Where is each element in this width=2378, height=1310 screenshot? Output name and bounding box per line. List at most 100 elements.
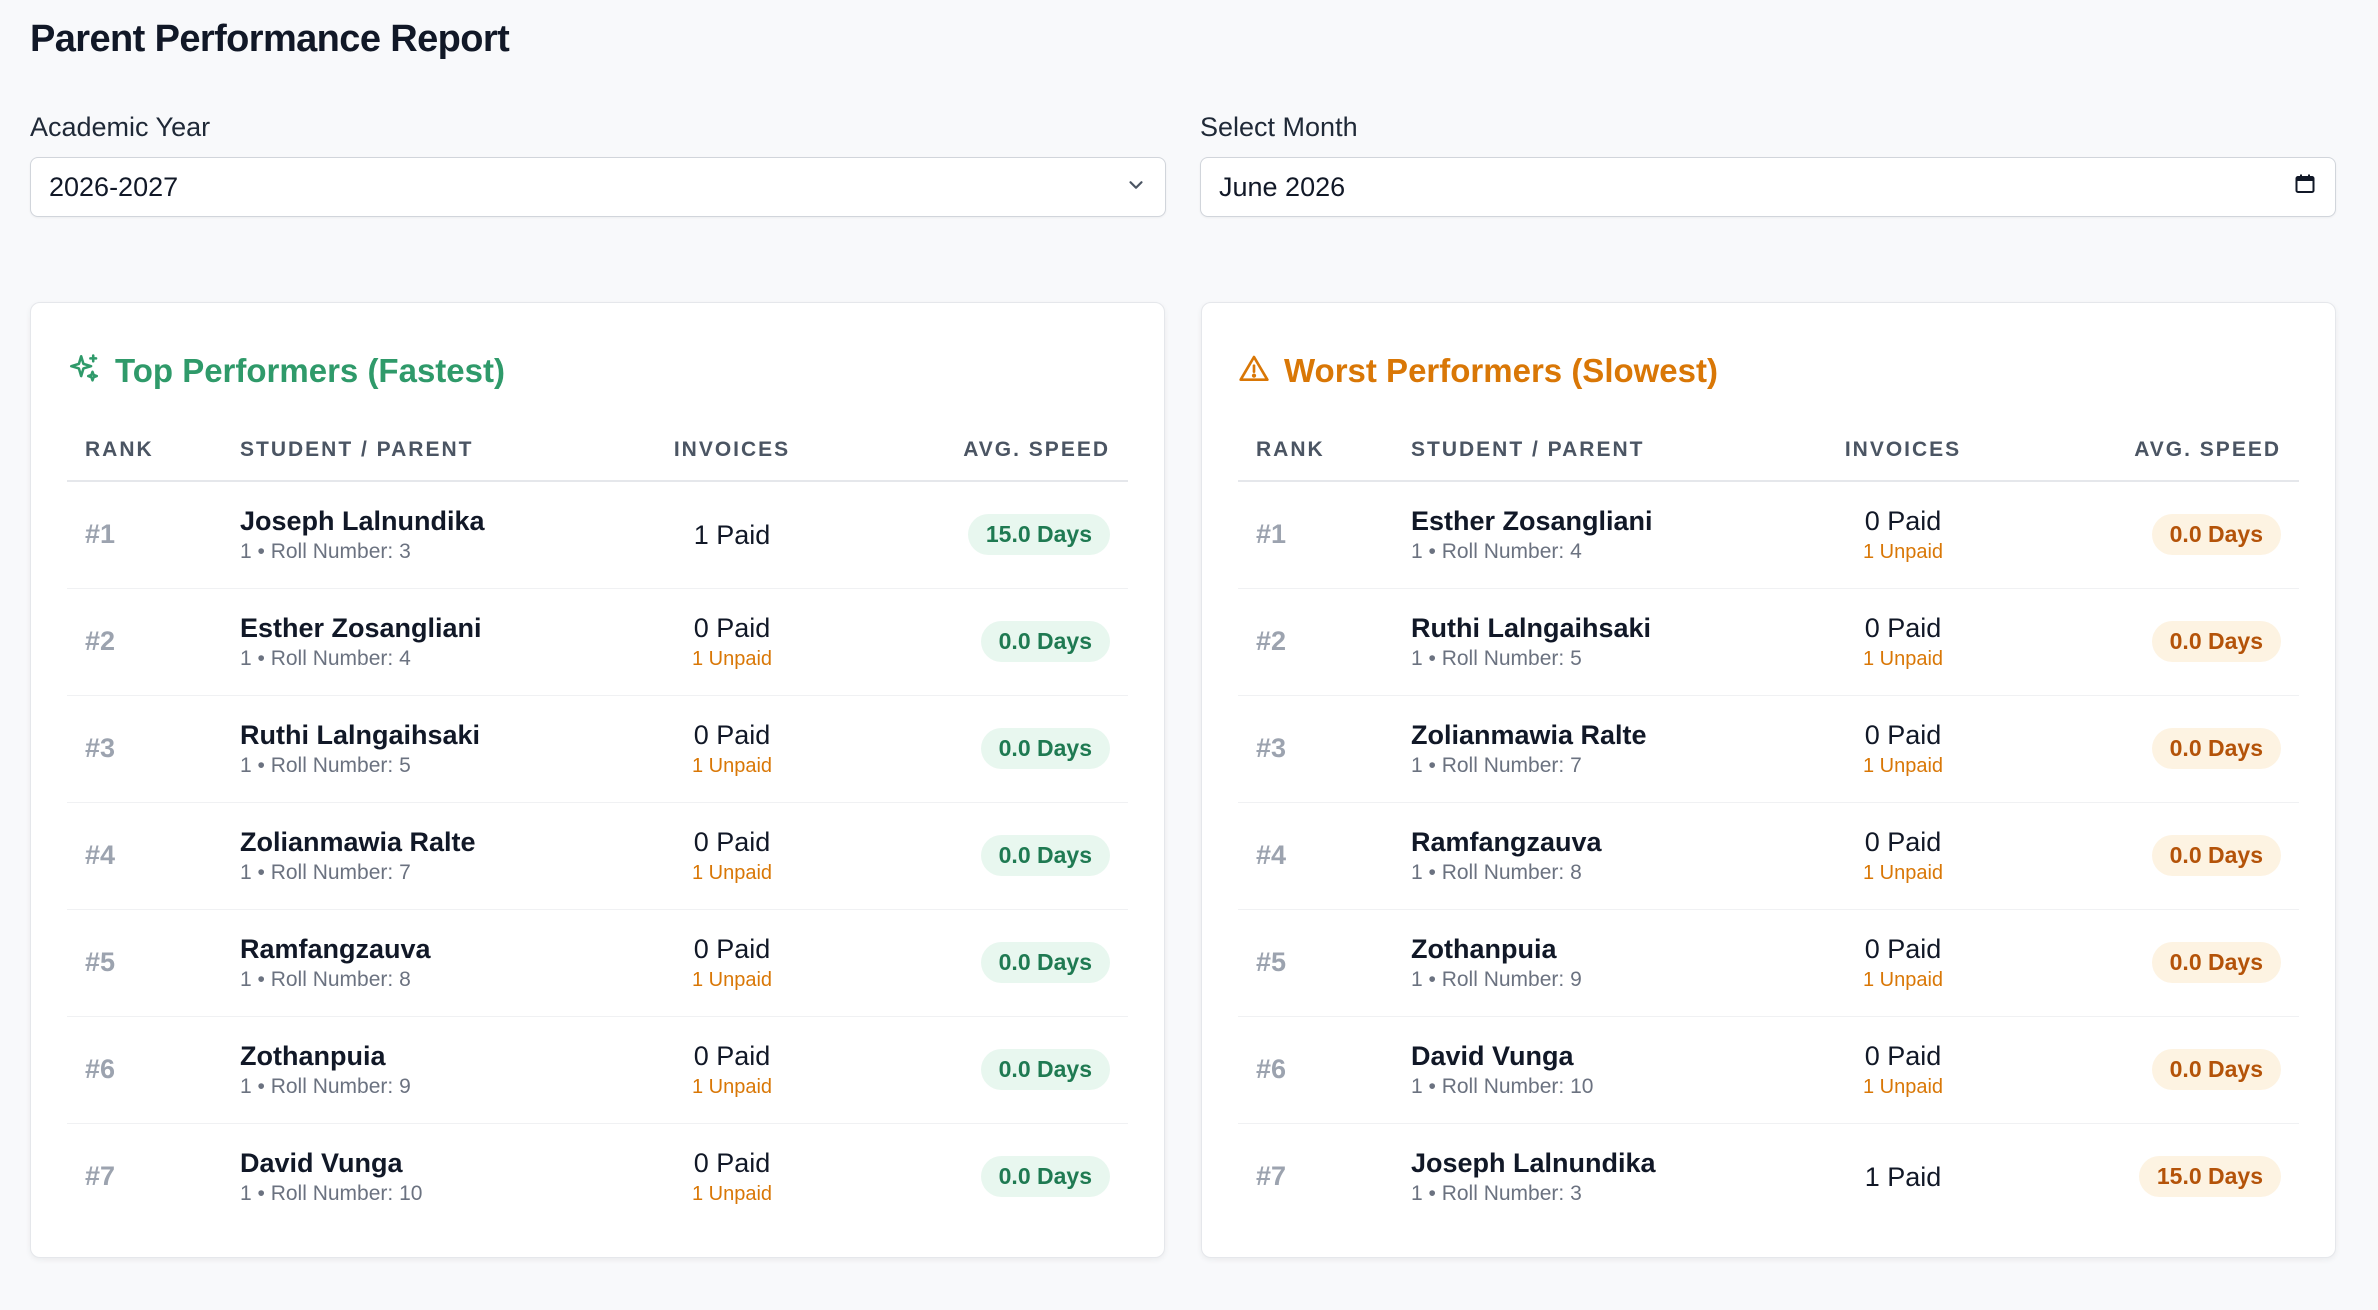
col-rank: Rank <box>67 419 222 482</box>
student-cell: Esther Zosangliani 1 • Roll Number: 4 <box>222 588 622 695</box>
invoices-cell: 0 Paid 1 Unpaid <box>1793 588 2013 695</box>
rank: #4 <box>85 840 116 870</box>
student-cell: Ruthi Lalngaihsaki 1 • Roll Number: 5 <box>1393 588 1793 695</box>
rank: #4 <box>1256 840 1287 870</box>
table-row: #6 Zothanpuia 1 • Roll Number: 9 0 Paid 1 Un… <box>67 1016 1128 1123</box>
paid-count: 0 Paid <box>1864 826 1942 857</box>
student-name: Joseph Lalnundika <box>1411 1147 1656 1178</box>
academic-year-filter: Academic Year 2026-2027 <box>30 112 1166 217</box>
rank: #2 <box>85 626 116 656</box>
invoices-cell: 0 Paid 1 Unpaid <box>1793 481 2013 588</box>
student-name: Zothanpuia <box>1411 933 1557 964</box>
student-roll: 1 • Roll Number: 8 <box>1411 860 1582 884</box>
speed-badge: 0.0 Days <box>2151 621 2281 662</box>
rank-cell: #1 <box>1238 481 1393 588</box>
paid-count: 0 Paid <box>1864 612 1942 643</box>
invoices-cell: 0 Paid 1 Unpaid <box>622 1016 842 1123</box>
student-cell: Esther Zosangliani 1 • Roll Number: 4 <box>1393 481 1793 588</box>
rank: #5 <box>1256 947 1287 977</box>
rank-cell: #5 <box>67 909 222 1016</box>
invoices-cell: 0 Paid 1 Unpaid <box>1793 802 2013 909</box>
table-row: #3 Zolianmawia Ralte 1 • Roll Number: 7 0 P… <box>1238 695 2299 802</box>
table-row: #2 Ruthi Lalngaihsaki 1 • Roll Number: 5 0 … <box>1238 588 2299 695</box>
rank-cell: #7 <box>1238 1123 1393 1230</box>
speed-badge: 15.0 Days <box>967 514 1110 556</box>
speed-cell: 0.0 Days <box>2013 1016 2299 1123</box>
paid-count: 0 Paid <box>693 826 771 857</box>
worst-performers-title: Worst Performers (Slowest) <box>1284 352 1718 389</box>
unpaid-count: 1 Unpaid <box>691 647 773 670</box>
student-name: Zolianmawia Ralte <box>240 826 476 857</box>
invoices-cell: 0 Paid 1 Unpaid <box>1793 1016 2013 1123</box>
table-row: #4 Zolianmawia Ralte 1 • Roll Number: 7 0 P… <box>67 802 1128 909</box>
table-row: #2 Esther Zosangliani 1 • Roll Number: 4 0 … <box>67 588 1128 695</box>
student-cell: David Vunga 1 • Roll Number: 10 <box>222 1123 622 1230</box>
paid-count: 0 Paid <box>693 719 771 750</box>
table-row: #7 David Vunga 1 • Roll Number: 10 0 Paid 1 … <box>67 1123 1128 1230</box>
student-cell: Ramfangzauva 1 • Roll Number: 8 <box>222 909 622 1016</box>
student-name: Zothanpuia <box>240 1040 386 1071</box>
invoices-cell: 1 Paid <box>622 481 842 588</box>
worst-performers-table: Rank Student / Parent Invoices Avg. Spee… <box>1238 419 2299 1230</box>
table-header-row: Rank Student / Parent Invoices Avg. Spee… <box>67 419 1128 482</box>
unpaid-count: 1 Unpaid <box>1862 861 1944 884</box>
student-cell: David Vunga 1 • Roll Number: 10 <box>1393 1016 1793 1123</box>
speed-cell: 15.0 Days <box>842 481 1128 588</box>
speed-cell: 0.0 Days <box>2013 695 2299 802</box>
rank-cell: #7 <box>67 1123 222 1230</box>
academic-year-label: Academic Year <box>30 112 211 142</box>
student-roll: 1 • Roll Number: 5 <box>240 753 411 777</box>
speed-badge: 0.0 Days <box>980 728 1110 769</box>
student-name: David Vunga <box>1411 1040 1574 1071</box>
speed-cell: 0.0 Days <box>2013 909 2299 1016</box>
page-title: Parent Performance Report <box>30 18 510 60</box>
month-filter: Select Month June 2026 <box>1200 112 2336 217</box>
speed-badge: 0.0 Days <box>980 942 1110 983</box>
col-speed: Avg. Speed <box>2013 419 2299 482</box>
invoices-cell: 1 Paid <box>1793 1123 2013 1230</box>
month-label: Select Month <box>1200 112 1358 142</box>
month-input[interactable]: June 2026 <box>1200 157 2336 217</box>
table-header-row: Rank Student / Parent Invoices Avg. Spee… <box>1238 419 2299 482</box>
student-cell: Zothanpuia 1 • Roll Number: 9 <box>222 1016 622 1123</box>
worst-performers-header: Worst Performers (Slowest) <box>1238 347 2299 395</box>
rank: #6 <box>1256 1054 1287 1084</box>
student-roll: 1 • Roll Number: 3 <box>1411 1181 1582 1205</box>
top-performers-header: Top Performers (Fastest) <box>67 347 1128 395</box>
student-cell: Zothanpuia 1 • Roll Number: 9 <box>1393 909 1793 1016</box>
col-invoices: Invoices <box>1793 419 2013 482</box>
student-name: Ramfangzauva <box>1411 826 1602 857</box>
table-row: #5 Zothanpuia 1 • Roll Number: 9 0 Paid 1 Un… <box>1238 909 2299 1016</box>
rank-cell: #3 <box>67 695 222 802</box>
student-roll: 1 • Roll Number: 3 <box>240 539 411 563</box>
rank: #7 <box>1256 1161 1287 1192</box>
rank-cell: #5 <box>1238 909 1393 1016</box>
student-roll: 1 • Roll Number: 9 <box>240 1074 411 1098</box>
top-performers-table: Rank Student / Parent Invoices Avg. Spee… <box>67 419 1128 1230</box>
speed-badge: 0.0 Days <box>980 835 1110 876</box>
panels: Top Performers (Fastest) Rank Student / … <box>30 302 2336 1258</box>
unpaid-count: 1 Unpaid <box>1862 647 1944 670</box>
unpaid-count: 1 Unpaid <box>691 1182 773 1205</box>
academic-year-select[interactable]: 2026-2027 <box>30 157 1166 217</box>
speed-cell: 0.0 Days <box>842 1123 1128 1230</box>
student-roll: 1 • Roll Number: 10 <box>240 1181 423 1205</box>
table-row: #6 David Vunga 1 • Roll Number: 10 0 Paid 1 … <box>1238 1016 2299 1123</box>
student-cell: Joseph Lalnundika 1 • Roll Number: 3 <box>1393 1123 1793 1230</box>
calendar-icon[interactable] <box>2293 172 2317 203</box>
student-name: Esther Zosangliani <box>240 612 482 643</box>
unpaid-count: 1 Unpaid <box>1862 754 1944 777</box>
speed-badge: 0.0 Days <box>2151 835 2281 876</box>
speed-cell: 0.0 Days <box>2013 802 2299 909</box>
invoices-cell: 0 Paid 1 Unpaid <box>622 1123 842 1230</box>
rank: #7 <box>85 1161 116 1192</box>
rank-cell: #2 <box>67 588 222 695</box>
student-roll: 1 • Roll Number: 4 <box>240 646 411 670</box>
chevron-down-icon <box>1125 172 1147 203</box>
speed-badge: 0.0 Days <box>2151 514 2281 556</box>
table-row: #1 Esther Zosangliani 1 • Roll Number: 4 0 … <box>1238 481 2299 588</box>
student-roll: 1 • Roll Number: 10 <box>1411 1074 1594 1098</box>
student-name: Zolianmawia Ralte <box>1411 719 1647 750</box>
col-rank: Rank <box>1238 419 1393 482</box>
